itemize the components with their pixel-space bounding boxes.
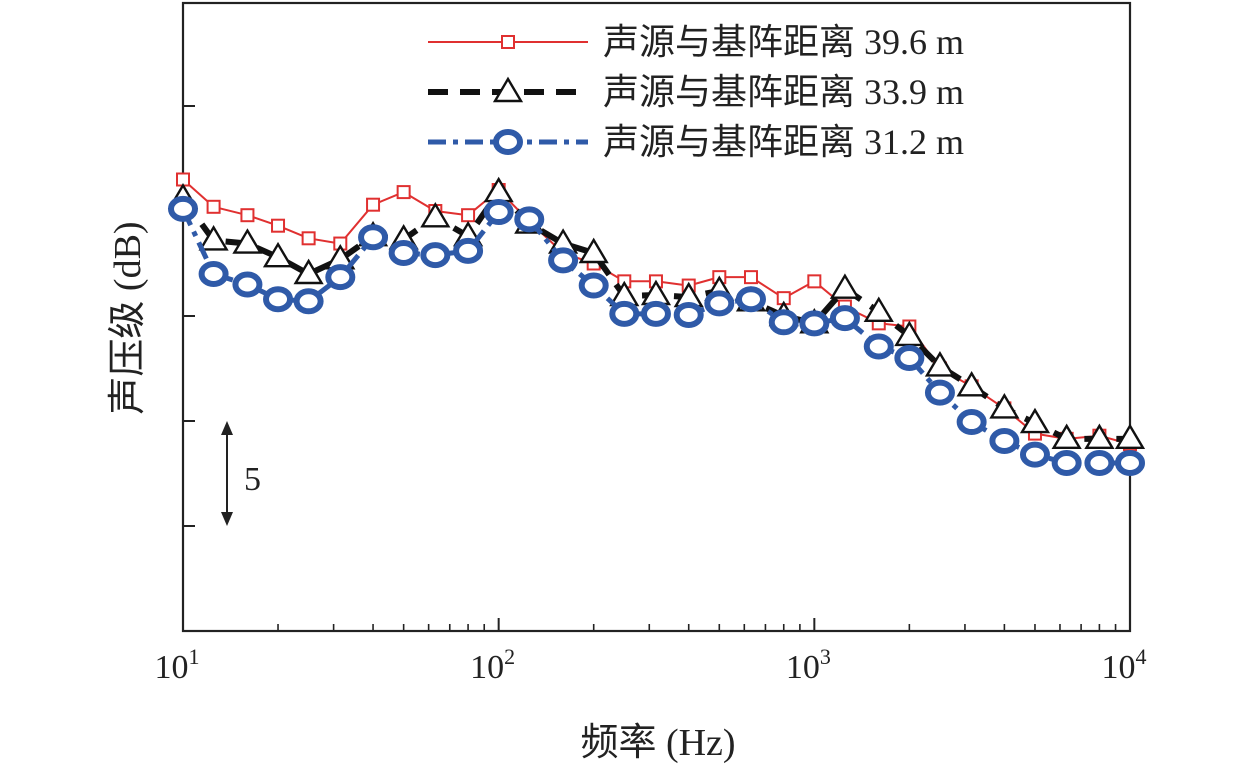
legend-item-2: 声源与基阵距离 33.9 m	[428, 72, 964, 112]
scale-bar-arrow-up	[221, 421, 233, 435]
data-point-circle	[293, 288, 324, 315]
data-point-square	[366, 197, 381, 212]
x-tick-label: 104	[1102, 644, 1147, 686]
data-point-triangle	[1084, 423, 1115, 450]
legend-label: 声源与基阵距离 31.2 m	[603, 122, 964, 162]
scale-bar-label: 5	[244, 461, 261, 498]
data-point-circle	[198, 261, 229, 287]
data-point-triangle	[1051, 423, 1082, 450]
data-point-circle	[483, 199, 514, 226]
data-point-circle	[609, 300, 640, 327]
data-point-circle	[673, 301, 704, 328]
data-point-triangle	[232, 228, 263, 254]
data-point-circle	[548, 247, 579, 274]
series-3	[168, 195, 1145, 476]
y-axis-label: 声压级 (dB)	[107, 221, 149, 414]
data-point-circle	[768, 309, 799, 336]
x-tick-label: 102	[470, 644, 515, 686]
x-axis-label: 频率 (Hz)	[580, 722, 735, 764]
data-point-circle	[578, 272, 609, 299]
series-line	[180, 207, 1130, 466]
data-point-circle	[1084, 450, 1115, 476]
data-point-circle	[956, 409, 987, 436]
x-tick-label: 101	[155, 644, 200, 686]
data-point-circle	[1115, 450, 1145, 476]
data-point-circle	[514, 206, 545, 233]
data-point-triangle	[483, 176, 514, 203]
data-point-circle	[168, 195, 198, 222]
data-point-circle	[420, 242, 451, 269]
data-point-circle	[829, 305, 860, 332]
legend-label: 声源与基阵距离 33.9 m	[603, 72, 964, 112]
data-point-triangle	[293, 258, 324, 285]
data-point-square	[301, 231, 316, 246]
data-point-triangle	[863, 296, 894, 322]
data-point-triangle	[956, 370, 987, 397]
data-point-square	[807, 274, 822, 289]
data-point-triangle	[492, 76, 524, 103]
data-point-triangle	[894, 320, 925, 347]
data-point-square	[396, 185, 411, 200]
data-point-circle	[989, 427, 1020, 454]
data-point-triangle	[1019, 407, 1051, 434]
data-point-circle	[232, 271, 263, 298]
data-point-circle	[493, 129, 523, 155]
data-point-circle	[735, 286, 766, 313]
data-point-circle	[1051, 450, 1082, 476]
data-point-triangle	[1114, 423, 1146, 450]
data-point-circle	[799, 310, 830, 337]
data-point-circle	[453, 237, 484, 264]
series-2	[167, 176, 1146, 450]
data-point-circle	[263, 286, 294, 313]
data-point-circle	[894, 345, 925, 371]
data-point-square	[271, 218, 286, 233]
data-point-triangle	[989, 393, 1020, 419]
data-point-triangle	[420, 201, 451, 228]
data-point-square	[461, 208, 476, 223]
legend-item-3: 声源与基阵距离 31.2 m	[428, 122, 964, 162]
data-point-triangle	[198, 225, 229, 251]
legend-label: 声源与基阵距离 39.6 m	[603, 22, 964, 62]
legend: 声源与基阵距离 39.6 m 声源与基阵距离 33.9 m 声源与基阵距离 31.2…	[428, 22, 964, 162]
data-point-triangle	[578, 237, 609, 264]
data-point-circle	[1019, 441, 1050, 468]
data-point-square	[240, 208, 255, 223]
data-point-triangle	[262, 241, 294, 268]
legend-item-1: 声源与基阵距离 39.6 m	[428, 22, 964, 62]
data-point-circle	[704, 290, 735, 317]
data-point-circle	[358, 224, 389, 251]
x-tick-label: 103	[786, 644, 831, 686]
scale-bar-arrow-down	[221, 512, 233, 526]
data-point-circle	[863, 333, 894, 360]
data-point-triangle	[924, 351, 956, 377]
data-point-triangle	[829, 273, 861, 299]
data-point-square	[501, 35, 515, 49]
data-point-square	[743, 270, 758, 285]
data-point-circle	[325, 264, 356, 291]
data-series	[167, 172, 1146, 476]
data-point-circle	[924, 379, 955, 406]
data-point-circle	[640, 300, 671, 327]
data-point-square	[206, 199, 221, 214]
data-point-circle	[388, 240, 419, 266]
